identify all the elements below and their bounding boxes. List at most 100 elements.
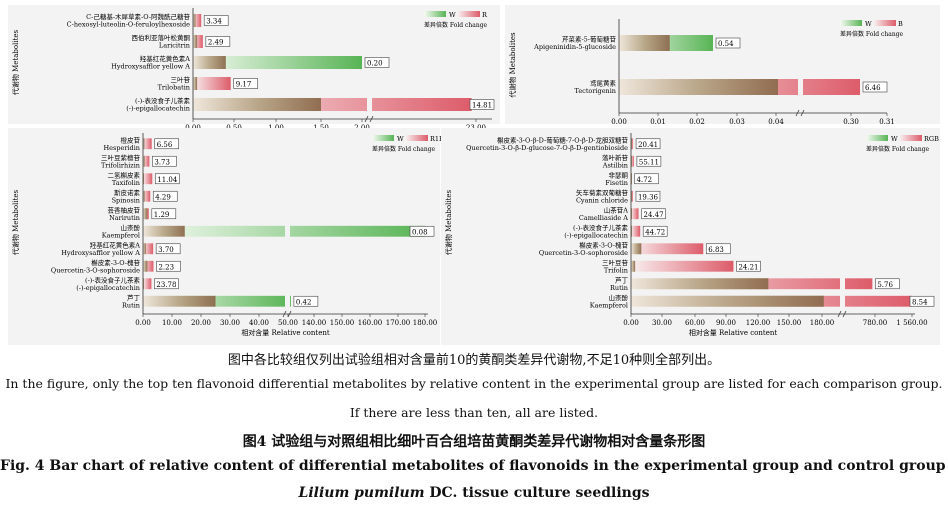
- bar-break-gap: [367, 96, 372, 113]
- fold-change-value: 24.21: [738, 263, 758, 271]
- legend-label-fold: 差异倍数 Fold change: [840, 30, 904, 38]
- bar-experimental: [143, 173, 153, 185]
- fold-change-value: 0.54: [718, 40, 734, 48]
- category-label-cn: (-)-表没食子儿茶素: [85, 275, 140, 284]
- bar-overlap: [193, 13, 196, 28]
- fold-change-frame: [155, 243, 181, 255]
- fold-change-frame: [705, 243, 731, 255]
- legend-label-control: W: [865, 20, 872, 28]
- fold-change-frame: [641, 208, 666, 220]
- legend-swatch-experimental: [406, 135, 428, 141]
- category-label-cn: 羟基红花黄色素A: [140, 54, 191, 63]
- legend-label-control: W: [397, 135, 404, 143]
- fold-change-value: 9.17: [236, 81, 252, 89]
- fold-change-value: 3.34: [206, 18, 222, 26]
- figure-title-en-2-rest: DC. tissue culture seedlings: [424, 485, 650, 501]
- bar-overlap: [631, 190, 632, 202]
- fold-change-value: 6.46: [865, 84, 881, 92]
- legend-label-fold: 差异倍数 Fold change: [424, 21, 488, 29]
- x-tick-label: 0.03: [729, 118, 745, 126]
- legend-swatch-control: [372, 135, 394, 141]
- legend-label-control: W: [891, 135, 898, 143]
- fold-change-value: 6.83: [708, 246, 724, 254]
- figure-title-en-2: Lilium pumilum DC. tissue culture seedli…: [0, 485, 948, 501]
- fold-change-box: 0.54: [715, 37, 741, 49]
- caption-note-en-2: If there are less than ten, all are list…: [349, 405, 599, 420]
- chart-panel-bottom-right: 代谢物 Metabolites W RGB 差异倍数 Fold change 槲皮素-3…: [441, 128, 940, 345]
- category-label-en: Quercetin-3-O-β-D-glucose-7-O-β-D-gentio…: [466, 144, 628, 152]
- fold-change-value: 0.08: [412, 228, 428, 236]
- bar-experimental: [143, 190, 151, 202]
- fold-change-box: 3.34: [203, 15, 229, 26]
- x-tick-label: 40.00: [249, 319, 269, 327]
- x-tick-label: 0.31: [879, 118, 895, 126]
- axis-break-mark: [369, 115, 374, 123]
- category-label-cn: 三叶豆紫檀苷: [101, 153, 141, 162]
- fold-change-value: 0.42: [296, 298, 312, 306]
- bar-overlap: [143, 295, 216, 307]
- bar-overlap: [143, 208, 148, 220]
- category-label-cn: 鸢尾黄素: [590, 79, 617, 88]
- category-label-en: Tectorigenin: [575, 87, 617, 95]
- category-label-en: Quercetin-3-O-sophoroside: [51, 266, 140, 274]
- x-tick-label: 120.00: [746, 319, 771, 327]
- legend-swatch-control: [840, 20, 862, 26]
- category-label-cn: 山柰酚: [609, 293, 629, 302]
- bar-overlap: [631, 138, 632, 150]
- bar-overlap: [193, 97, 321, 112]
- legend-swatch-experimental: [900, 135, 922, 141]
- category-label-cn: 芦丁: [615, 275, 629, 284]
- fold-change-value: 44.72: [645, 228, 665, 236]
- figure-title-cn: 图4 试验组与对照组相比细叶百合组培苗黄酮类差异代谢物相对含量条形图: [242, 434, 706, 450]
- figure-area: 代谢物 Metabolites W R 差异倍数 Fold change C-己糖基-木…: [8, 5, 940, 345]
- x-tick-label: 0.01: [650, 118, 666, 126]
- category-label-en: (-)-epigallocatechin: [564, 231, 628, 239]
- fold-change-box: 3.73: [152, 155, 177, 167]
- bar-experimental: [631, 155, 634, 167]
- legend-label-fold: 差异倍数 Fold change: [866, 145, 930, 153]
- fold-change-box: 24.47: [641, 208, 666, 220]
- x-tick-label: 0.02: [689, 118, 705, 126]
- x-tick-label: 30.00: [652, 319, 672, 327]
- fold-change-box: 0.08: [409, 225, 435, 237]
- x-axis-label: 相对含量 Relative content: [241, 328, 330, 337]
- x-tick-label: 90.00: [716, 319, 736, 327]
- fold-change-box: 11.04: [154, 173, 180, 185]
- x-tick-label: 180.00: [413, 319, 438, 327]
- fold-change-value: 5.76: [877, 281, 893, 289]
- category-label-en: Laricitrin: [159, 42, 190, 50]
- category-label-cn: C-己糖基-木犀草素-O-阿魏酰己糖苷: [86, 12, 190, 21]
- fold-change-box: 1.29: [151, 208, 177, 220]
- category-label-cn: 芸香柚皮苷: [108, 205, 141, 214]
- category-label-en: (-)-epigallocatechin: [126, 105, 190, 113]
- category-label-cn: 山柰酚: [121, 223, 141, 232]
- panel-background: [505, 5, 940, 124]
- category-label-en: Hydroxysafflor yellow A: [111, 63, 190, 71]
- fold-change-value: 2.49: [208, 39, 224, 47]
- category-label-cn: 三叶苷: [171, 75, 191, 84]
- fold-change-box: 4.29: [152, 190, 178, 202]
- bar-experimental: [143, 138, 152, 150]
- bar-experimental: [631, 225, 641, 237]
- x-tick-label: 140.00: [302, 319, 327, 327]
- legend-label-experimental: R1B1: [430, 135, 448, 143]
- fold-change-value: 6.56: [157, 141, 173, 149]
- fold-change-value: 55.11: [639, 158, 659, 166]
- axis-break-mark: [800, 109, 805, 117]
- category-label-en: Hesperidin: [104, 144, 140, 152]
- axis-break-mark: [287, 310, 292, 318]
- fold-change-frame: [205, 36, 231, 47]
- species-name: Lilium pumilum: [298, 485, 425, 501]
- bar-overlap: [631, 260, 636, 272]
- fold-change-box: 2.49: [205, 36, 231, 47]
- bar-experimental: [143, 243, 154, 255]
- legend-label-experimental: R: [482, 11, 488, 19]
- bar-break-gap: [285, 294, 290, 308]
- bar-overlap: [143, 155, 145, 167]
- fold-change-frame: [875, 278, 900, 290]
- fold-change-frame: [154, 278, 179, 290]
- bar-overlap: [631, 208, 632, 220]
- fold-change-value: 0.20: [367, 60, 383, 68]
- fold-change-box: 0.20: [364, 57, 390, 68]
- bar-break-gap: [285, 224, 290, 238]
